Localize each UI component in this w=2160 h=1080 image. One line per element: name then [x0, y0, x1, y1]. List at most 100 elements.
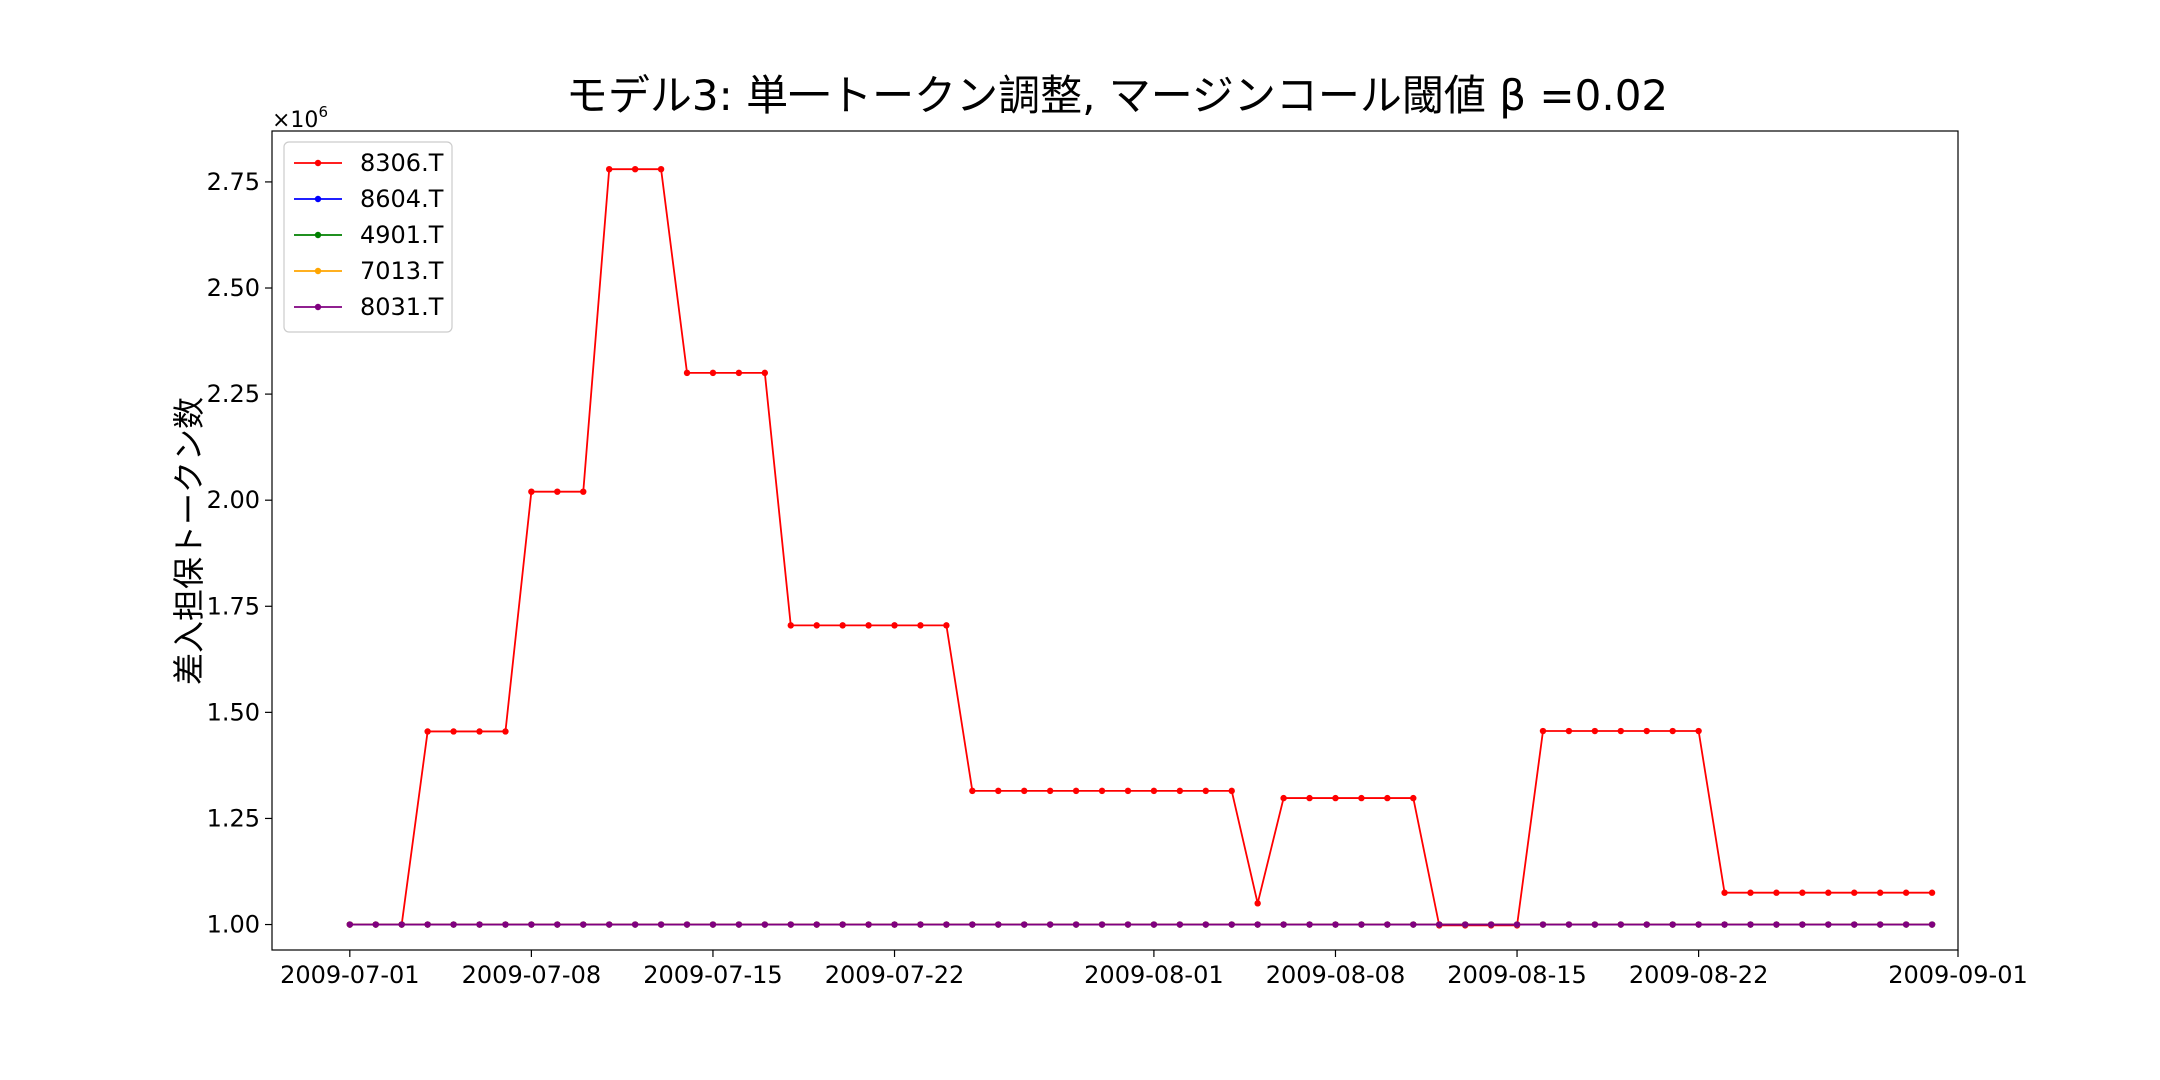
data-point [917, 622, 924, 629]
y-tick-label: 1.00 [207, 911, 260, 939]
data-point [1098, 921, 1106, 928]
x-tick-label: 2009-07-08 [462, 961, 601, 989]
data-point [1384, 921, 1391, 928]
y-tick-label: 2.75 [207, 168, 260, 196]
series-line [349, 168, 1933, 927]
data-point [631, 921, 639, 928]
data-point [969, 921, 976, 928]
data-point [839, 921, 846, 928]
y-tick-label: 1.50 [207, 698, 260, 726]
data-point [1021, 921, 1028, 928]
x-tick-label: 2009-08-15 [1447, 961, 1586, 989]
data-point [787, 622, 794, 629]
data-point [839, 622, 846, 629]
data-point [709, 921, 717, 928]
data-point [1487, 921, 1495, 928]
data-point [1410, 794, 1417, 802]
data-point [683, 369, 691, 377]
data-point [424, 921, 431, 928]
y-axis-multiplier: ×106 [272, 103, 328, 133]
legend-label: 8604.T [360, 185, 444, 213]
data-point [787, 921, 794, 928]
data-point [528, 921, 535, 928]
data-point [1332, 794, 1339, 802]
data-point [1591, 921, 1599, 928]
data-point [1902, 889, 1910, 896]
data-point [1669, 921, 1676, 928]
data-point [1124, 787, 1132, 795]
x-tick-label: 2009-08-08 [1266, 961, 1405, 989]
data-point [1539, 921, 1547, 928]
series-8306.T [346, 165, 1936, 929]
data-point [969, 787, 976, 795]
x-tick-label: 2009-07-22 [825, 961, 964, 989]
data-point [709, 369, 717, 377]
data-point [1825, 921, 1832, 928]
data-point [1306, 794, 1313, 802]
y-tick-label: 1.75 [207, 592, 260, 620]
x-tick-label: 2009-08-22 [1629, 961, 1768, 989]
data-point [1643, 727, 1650, 735]
legend-box [283, 141, 453, 333]
legend: 8306.T 8604.T 4901.T 7013.T 8031.T [283, 141, 453, 333]
data-point [891, 921, 898, 928]
x-tick-label: 2009-09-01 [1888, 961, 2027, 989]
y-tick-label: 2.25 [207, 380, 260, 408]
plot-area [346, 165, 1936, 929]
legend-item: 8306.T [294, 149, 444, 177]
legend-item: 8031.T [294, 293, 444, 321]
data-point [1591, 727, 1599, 735]
data-point [943, 921, 950, 928]
plot-frame [271, 130, 1959, 951]
data-point [1747, 889, 1754, 896]
data-point [683, 921, 691, 928]
data-point [1851, 889, 1858, 896]
data-point [1176, 787, 1184, 795]
data-point [1747, 921, 1754, 928]
data-point [1150, 921, 1158, 928]
data-point [891, 622, 898, 629]
data-point [1695, 727, 1702, 735]
data-point [813, 921, 820, 928]
data-point [1098, 787, 1106, 795]
data-point [1280, 921, 1287, 928]
data-point [1046, 787, 1054, 795]
x-tick-label: 2009-07-01 [280, 961, 419, 989]
data-point [735, 369, 743, 377]
data-point [1773, 921, 1780, 928]
data-point [1046, 921, 1054, 928]
data-point [1513, 921, 1521, 928]
y-tick-label: 2.00 [207, 486, 260, 514]
data-point [1280, 794, 1287, 802]
data-point [761, 369, 769, 377]
data-point [1695, 921, 1702, 928]
data-point [1565, 921, 1573, 928]
legend-swatch-marker [314, 159, 322, 167]
y-tick-label: 2.50 [207, 274, 260, 302]
data-point [657, 921, 665, 928]
x-tick-label: 2009-07-15 [643, 961, 782, 989]
data-point [1721, 921, 1728, 928]
data-point [735, 921, 743, 928]
data-point [1358, 921, 1365, 928]
data-point [1928, 889, 1936, 896]
data-point [1876, 921, 1884, 928]
data-point [450, 921, 457, 928]
data-point [1928, 921, 1936, 928]
data-point [1202, 921, 1209, 928]
data-point [1254, 900, 1261, 907]
data-point [1228, 787, 1235, 795]
legend-swatch-marker [314, 195, 322, 203]
data-point [995, 921, 1002, 928]
y-tick-label: 1.25 [207, 804, 260, 832]
data-point [580, 921, 587, 928]
legend-label: 4901.T [360, 221, 444, 249]
data-point [813, 622, 820, 629]
data-point [1799, 921, 1806, 928]
legend-item: 8604.T [294, 185, 444, 213]
data-point [1332, 921, 1339, 928]
data-point [476, 921, 483, 928]
data-point [424, 728, 431, 735]
data-point [1124, 921, 1132, 928]
